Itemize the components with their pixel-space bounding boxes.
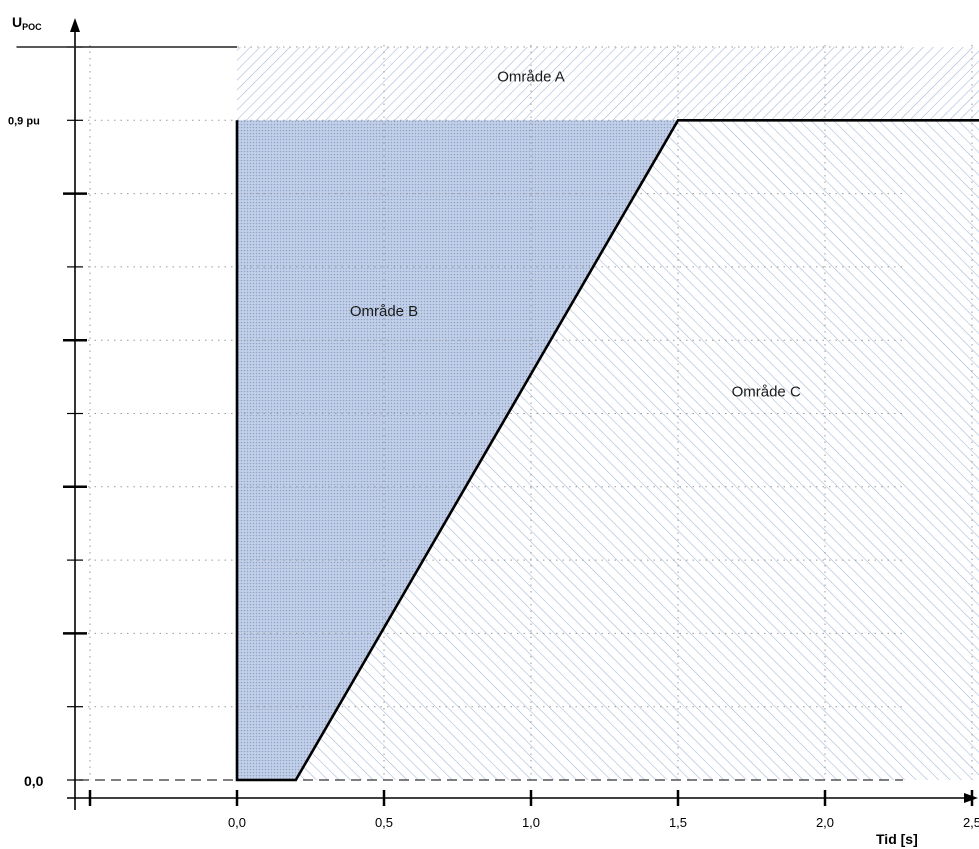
y-axis-arrow-icon [70, 18, 80, 32]
region-c-label: Område C [732, 384, 801, 401]
region-b-area [237, 120, 678, 781]
regions-layer [237, 47, 979, 781]
x-tick-label: 0,5 [375, 815, 393, 830]
region-a-area [237, 47, 979, 121]
x-tick-label: 1,0 [522, 815, 540, 830]
x-tick-label: 1,5 [669, 815, 687, 830]
region-a-label: Område A [497, 68, 565, 85]
labels-layer: 0,00,51,01,52,02,53,03,54,00,00,9 puUPOC… [8, 14, 979, 847]
x-axis-label: Tid [s] [876, 831, 918, 847]
y-tick-label: 0,0 [24, 773, 44, 789]
fault-ride-through-curve [235, 119, 979, 782]
curves-layer [16, 46, 979, 782]
y-axis-label: UPOC [12, 14, 42, 32]
region-c-area [295, 120, 979, 780]
axes-layer [63, 18, 978, 810]
region-b-label: Område B [350, 303, 418, 320]
y-tick-label: 0,9 pu [8, 115, 40, 127]
x-tick-label: 2,0 [816, 815, 834, 830]
x-tick-label: 0,0 [228, 815, 246, 830]
x-tick-label: 2,5 [963, 815, 979, 830]
